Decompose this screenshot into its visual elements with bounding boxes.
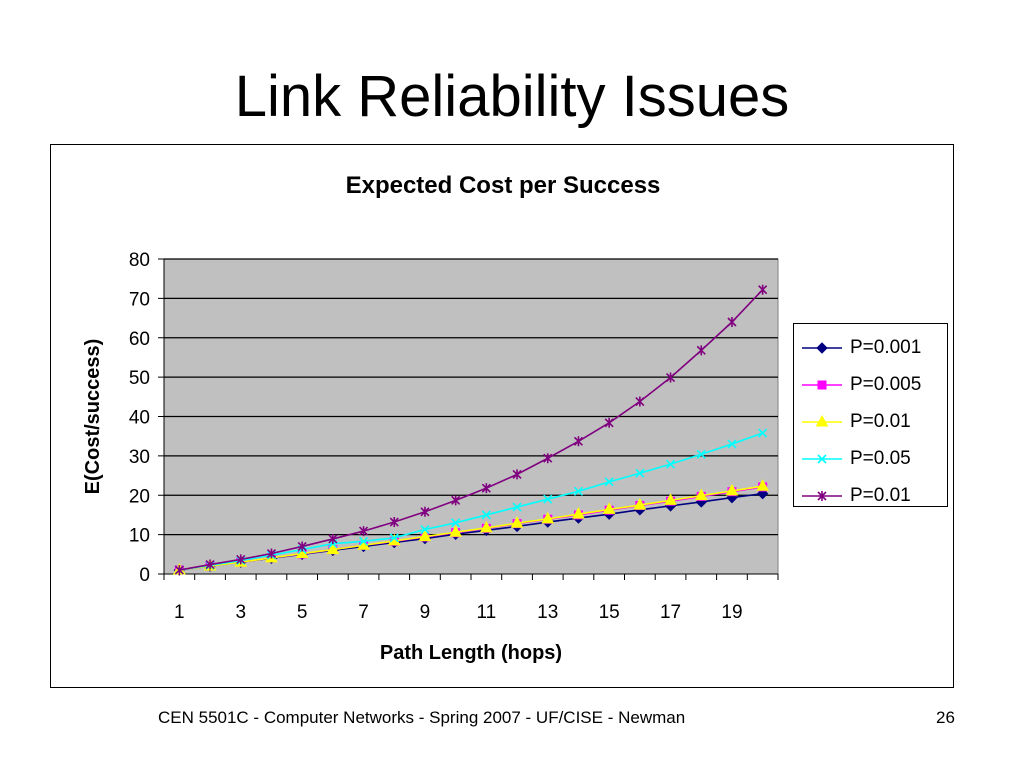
data-point xyxy=(727,317,737,327)
data-point xyxy=(480,520,493,533)
legend-swatch xyxy=(802,380,842,390)
data-point xyxy=(481,483,491,494)
data-point xyxy=(758,284,768,295)
series-3 xyxy=(173,479,769,575)
legend-label: P=0.01 xyxy=(850,485,911,506)
legend-label: P=0.05 xyxy=(850,448,911,469)
slide-title: Link Reliability Issues xyxy=(234,64,790,129)
x-tick-label: 7 xyxy=(358,602,369,623)
data-point xyxy=(389,533,399,543)
data-point xyxy=(358,526,369,537)
chart-legend: P=0.001 P=0.005 P=0.01 P=0.05 P=0.01 xyxy=(793,323,948,507)
y-tick-label: 30 xyxy=(129,447,150,468)
data-point xyxy=(297,541,307,552)
data-point xyxy=(328,533,338,544)
legend-swatch xyxy=(802,414,842,427)
legend-label: P=0.01 xyxy=(850,411,911,432)
y-tick-label: 50 xyxy=(129,368,150,389)
data-point xyxy=(635,396,645,407)
legend-swatch xyxy=(802,342,842,354)
data-point xyxy=(174,565,184,576)
data-point xyxy=(664,493,677,505)
legend-marker xyxy=(817,491,827,501)
series-5 xyxy=(174,284,768,576)
data-point xyxy=(418,529,432,542)
data-point xyxy=(451,518,461,528)
data-point xyxy=(665,372,676,383)
y-tick-label: 70 xyxy=(129,289,150,310)
chart-frame: Expected Cost per Success 0 10 20 30 40 50 60 70… xyxy=(50,144,954,688)
data-point xyxy=(420,524,430,535)
x-tick-label: 5 xyxy=(297,602,308,623)
legend-swatch xyxy=(802,454,842,464)
data-point xyxy=(727,439,737,449)
y-tick-label: 60 xyxy=(129,329,150,350)
legend-label: P=0.001 xyxy=(850,337,922,358)
chart-title: Expected Cost per Success xyxy=(346,172,661,199)
legend-marker xyxy=(817,380,827,390)
legend-marker xyxy=(816,342,828,354)
legend-swatch xyxy=(802,491,842,501)
footer-text: CEN 5501C - Computer Networks - Spring 2… xyxy=(158,708,686,727)
data-point xyxy=(602,502,616,514)
series-line xyxy=(179,432,763,571)
data-point xyxy=(512,502,522,512)
data-point xyxy=(543,453,553,464)
data-point xyxy=(326,542,340,555)
x-tick-label: 19 xyxy=(721,602,742,623)
data-point xyxy=(449,525,462,537)
data-point xyxy=(205,559,215,570)
data-point xyxy=(665,459,676,469)
y-tick-label: 10 xyxy=(129,526,150,547)
y-tick-label: 80 xyxy=(129,250,150,271)
data-point xyxy=(694,488,708,501)
slide-number: 26 xyxy=(936,708,955,727)
data-point xyxy=(512,469,522,480)
y-tick-label: 40 xyxy=(129,408,150,429)
data-point xyxy=(510,516,524,528)
x-tick-label: 3 xyxy=(235,602,246,623)
data-point xyxy=(604,417,614,428)
x-tick-label: 11 xyxy=(476,602,496,623)
data-point xyxy=(572,507,585,519)
data-point xyxy=(481,510,491,520)
data-point xyxy=(541,511,555,524)
data-point xyxy=(633,498,647,510)
data-point xyxy=(604,477,614,487)
y-tick-label: 0 xyxy=(139,565,150,586)
y-axis-title: E(Cost/success) xyxy=(82,339,104,495)
data-point xyxy=(543,494,553,504)
data-point xyxy=(236,554,246,565)
x-tick-label: 17 xyxy=(660,602,681,623)
x-axis-title: Path Length (hops) xyxy=(380,642,562,664)
data-point xyxy=(696,449,706,459)
line-chart: Expected Cost per Success 0 10 20 30 40 50 60 70… xyxy=(82,172,779,664)
data-point xyxy=(573,436,584,447)
y-tick-label: 20 xyxy=(129,486,150,507)
x-tick-label: 13 xyxy=(537,602,558,623)
series-line xyxy=(179,289,764,571)
data-point xyxy=(696,345,706,356)
x-tick-label: 1 xyxy=(174,602,185,623)
data-point xyxy=(725,483,739,496)
data-point xyxy=(358,536,369,546)
data-point xyxy=(420,506,430,517)
series-line xyxy=(179,485,763,571)
data-point xyxy=(756,479,769,491)
data-point xyxy=(573,486,584,496)
data-point xyxy=(389,517,399,528)
legend-marker xyxy=(817,454,827,464)
data-point xyxy=(266,548,277,559)
legend-label: P=0.005 xyxy=(850,374,922,395)
data-point xyxy=(635,468,645,478)
x-tick-label: 9 xyxy=(420,602,431,623)
legend-marker xyxy=(815,414,829,427)
x-tick-label: 15 xyxy=(599,602,620,623)
data-point xyxy=(758,428,768,438)
data-point xyxy=(451,495,461,506)
